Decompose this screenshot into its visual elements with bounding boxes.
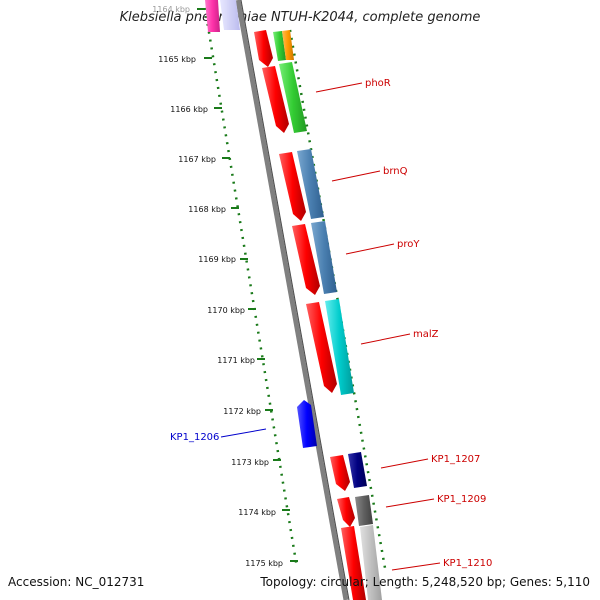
gene-label-KP1_1206: KP1_1206 <box>170 432 219 443</box>
cog-feature-cyan-malZ <box>325 299 354 395</box>
cds-forward-proY <box>292 224 320 295</box>
genome-backbone <box>235 0 349 600</box>
callout-line <box>331 170 381 182</box>
callout-line <box>385 498 435 508</box>
cds-forward-malZ <box>306 302 337 393</box>
tick-label: 1174 kbp <box>238 508 276 517</box>
cds-pink-partial <box>205 0 220 32</box>
gene-label-KP1_1209: KP1_1209 <box>437 494 486 505</box>
cds-forward-KP1_1207 <box>330 455 350 491</box>
cog-feature-lightgray-KP1_1210 <box>360 525 382 600</box>
tick-track <box>203 7 299 569</box>
tick-label: 1170 kbp <box>207 306 245 315</box>
cog-feature-green <box>273 31 286 61</box>
tick-label: 1167 kbp <box>178 155 216 164</box>
callout-line <box>380 458 429 469</box>
cog-feature-steelblue-brnQ <box>297 149 324 219</box>
gene-label-KP1_1210: KP1_1210 <box>443 558 492 569</box>
cds-lavender-partial <box>220 0 240 30</box>
cog-feature-darkgray-KP1_1209 <box>355 495 373 526</box>
cds-forward-brnQ <box>279 152 306 221</box>
backbone-shadow <box>240 0 350 600</box>
tick-label: 1164 kbp <box>152 5 190 14</box>
tick-label: 1168 kbp <box>188 205 226 214</box>
gene-label-brnQ: brnQ <box>383 166 408 177</box>
gene-label-proY: proY <box>397 239 420 250</box>
callout-line <box>391 562 441 571</box>
tick-label: 1171 kbp <box>217 356 255 365</box>
cog-feature-navy-KP1_1207 <box>348 452 367 488</box>
tick-group: 1164 kbp 1165 kbp 1166 kbp 1167 kbp 1168… <box>152 5 298 568</box>
cds-forward-1 <box>254 30 273 67</box>
cog-feature-green-phoR <box>279 62 307 133</box>
cds-reverse-KP1_1206 <box>297 400 317 448</box>
outer-track <box>288 29 387 569</box>
callout-line <box>315 82 363 93</box>
tick-label: 1172 kbp <box>223 407 261 416</box>
gene-label-malZ: malZ <box>413 329 439 340</box>
cds-forward-KP1_1209 <box>337 497 355 527</box>
cds-forward-KP1_1210 <box>341 526 366 600</box>
tick-label: 1166 kbp <box>170 105 208 114</box>
cog-feature-orange <box>282 30 294 60</box>
tick-label: 1175 kbp <box>245 559 283 568</box>
tick-label: 1169 kbp <box>198 255 236 264</box>
gene-label-phoR: phoR <box>365 78 391 89</box>
callout-line <box>360 333 411 345</box>
gene-label-KP1_1207: KP1_1207 <box>431 454 480 465</box>
tick-label: 1173 kbp <box>231 458 269 467</box>
cds-forward-phoR <box>262 66 289 133</box>
cog-feature-steelblue-proY <box>311 221 337 294</box>
callout-line <box>220 428 267 438</box>
topology-text: Topology: circular; Length: 5,248,520 bp… <box>260 575 590 589</box>
tick-label: 1165 kbp <box>158 55 196 64</box>
accession-text: Accession: NC_012731 <box>8 575 145 589</box>
callout-line <box>345 243 395 255</box>
